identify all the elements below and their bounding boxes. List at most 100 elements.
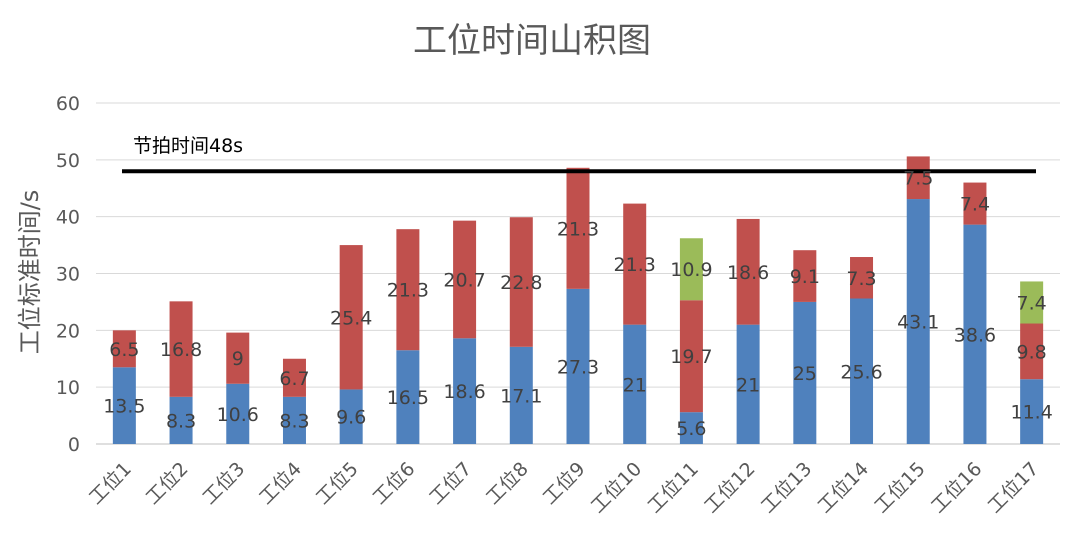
x-tick-label: 工位11 bbox=[643, 458, 703, 518]
data-label: 9.6 bbox=[336, 407, 366, 429]
y-tick-label: 10 bbox=[56, 377, 80, 399]
x-tick-label: 工位10 bbox=[587, 458, 647, 518]
bar-segment bbox=[1020, 379, 1044, 444]
data-label: 21 bbox=[736, 374, 760, 396]
chart-title: 工位时间山积图 bbox=[413, 21, 651, 61]
bar-segment bbox=[339, 245, 363, 390]
bar-segment bbox=[282, 396, 306, 444]
bar-segment bbox=[566, 167, 590, 289]
data-label: 10.6 bbox=[217, 404, 259, 426]
data-label: 6.7 bbox=[279, 368, 309, 390]
data-label: 6.5 bbox=[109, 339, 139, 361]
data-label: 25.4 bbox=[330, 307, 372, 329]
bar-segment bbox=[679, 412, 703, 444]
bar-segment bbox=[1020, 323, 1044, 380]
bar-segment bbox=[396, 229, 420, 351]
data-label: 43.1 bbox=[897, 312, 939, 334]
x-tick-label: 工位17 bbox=[984, 458, 1044, 518]
bar-segment bbox=[282, 358, 306, 397]
y-tick-label: 60 bbox=[56, 93, 80, 115]
x-tick-label: 工位13 bbox=[757, 458, 817, 518]
bar-segment bbox=[736, 324, 760, 444]
bar-segment bbox=[396, 350, 420, 444]
bar-segment bbox=[793, 301, 817, 444]
x-tick-label: 工位4 bbox=[255, 458, 306, 509]
data-label: 7.4 bbox=[960, 194, 990, 216]
data-label: 17.1 bbox=[500, 385, 542, 407]
data-label: 19.7 bbox=[670, 346, 712, 368]
data-label: 25 bbox=[793, 363, 817, 385]
data-label: 18.6 bbox=[727, 262, 769, 284]
y-tick-label: 40 bbox=[56, 207, 80, 229]
y-tick-label: 30 bbox=[56, 264, 80, 286]
data-label: 11.4 bbox=[1010, 402, 1052, 424]
data-label: 22.8 bbox=[500, 272, 542, 294]
bar-segment bbox=[509, 346, 533, 444]
data-label: 7.3 bbox=[846, 268, 876, 290]
bars bbox=[112, 156, 1044, 444]
x-tick-label: 工位15 bbox=[870, 458, 930, 518]
data-label: 9 bbox=[232, 348, 244, 370]
x-tick-label: 工位7 bbox=[425, 458, 476, 509]
bar-segment bbox=[963, 182, 987, 225]
data-label: 16.8 bbox=[160, 339, 202, 361]
bar-segment bbox=[679, 300, 703, 413]
y-tick-label: 50 bbox=[56, 150, 80, 172]
bar-segment bbox=[623, 324, 647, 444]
y-tick-labels: 0 10 20 30 40 50 60 bbox=[56, 93, 80, 456]
x-tick-label: 工位8 bbox=[482, 458, 533, 509]
bar-segment bbox=[112, 330, 136, 368]
bar-segment bbox=[509, 217, 533, 347]
x-tick-label: 工位1 bbox=[85, 458, 136, 509]
data-label: 21.3 bbox=[387, 280, 429, 302]
data-label: 18.6 bbox=[443, 381, 485, 403]
bar-segment bbox=[226, 383, 250, 444]
x-tick-label: 工位16 bbox=[927, 458, 987, 518]
x-tick-label: 工位14 bbox=[814, 458, 874, 518]
data-label: 7.4 bbox=[1017, 292, 1047, 314]
data-label: 27.3 bbox=[557, 356, 599, 378]
data-labels: 13.5 6.5 8.3 16.8 10.6 9 8.3 6.7 9.6 25.4 16.5 21.3… bbox=[103, 168, 1053, 440]
y-axis-label: 工位标准时间/s bbox=[16, 190, 44, 355]
data-label: 16.5 bbox=[387, 387, 429, 409]
reference-line-group: 节拍时间48s bbox=[122, 135, 1036, 174]
bar-segment bbox=[112, 367, 136, 444]
bar-segment bbox=[850, 257, 874, 299]
bar-segment bbox=[906, 199, 930, 444]
bar-segment bbox=[226, 332, 250, 384]
x-tick-label: 工位5 bbox=[312, 458, 363, 509]
bar-segment bbox=[906, 156, 930, 200]
x-tick-label: 工位9 bbox=[539, 458, 590, 509]
bar-segment bbox=[339, 389, 363, 444]
bar-segment bbox=[850, 298, 874, 444]
bar-segment bbox=[453, 220, 477, 339]
bar-segment bbox=[793, 250, 817, 302]
bar-segment bbox=[963, 224, 987, 444]
data-label: 9.8 bbox=[1017, 341, 1047, 363]
bar-segment bbox=[623, 203, 647, 325]
y-tick-label: 0 bbox=[68, 434, 80, 456]
x-tick-label: 工位2 bbox=[142, 458, 193, 509]
data-label: 21 bbox=[623, 374, 647, 396]
data-label: 5.6 bbox=[676, 418, 706, 440]
bar-segment bbox=[169, 396, 193, 444]
data-label: 21.3 bbox=[557, 218, 599, 240]
data-label: 38.6 bbox=[954, 324, 996, 346]
bar-segment bbox=[1020, 281, 1044, 324]
data-label: 13.5 bbox=[103, 396, 145, 418]
data-label: 20.7 bbox=[443, 269, 485, 291]
bar-segment bbox=[679, 238, 703, 301]
y-tick-label: 20 bbox=[56, 320, 80, 342]
data-label: 21.3 bbox=[614, 254, 656, 276]
x-tick-label: 工位3 bbox=[198, 458, 249, 509]
bar-segment bbox=[566, 288, 590, 444]
bar-segment bbox=[169, 301, 193, 397]
reference-line-label: 节拍时间48s bbox=[133, 135, 243, 157]
data-label: 9.1 bbox=[790, 266, 820, 288]
data-label: 10.9 bbox=[670, 259, 712, 281]
bar-segment bbox=[453, 338, 477, 444]
x-tick-label: 工位6 bbox=[368, 458, 419, 509]
bar-segment bbox=[736, 218, 760, 325]
